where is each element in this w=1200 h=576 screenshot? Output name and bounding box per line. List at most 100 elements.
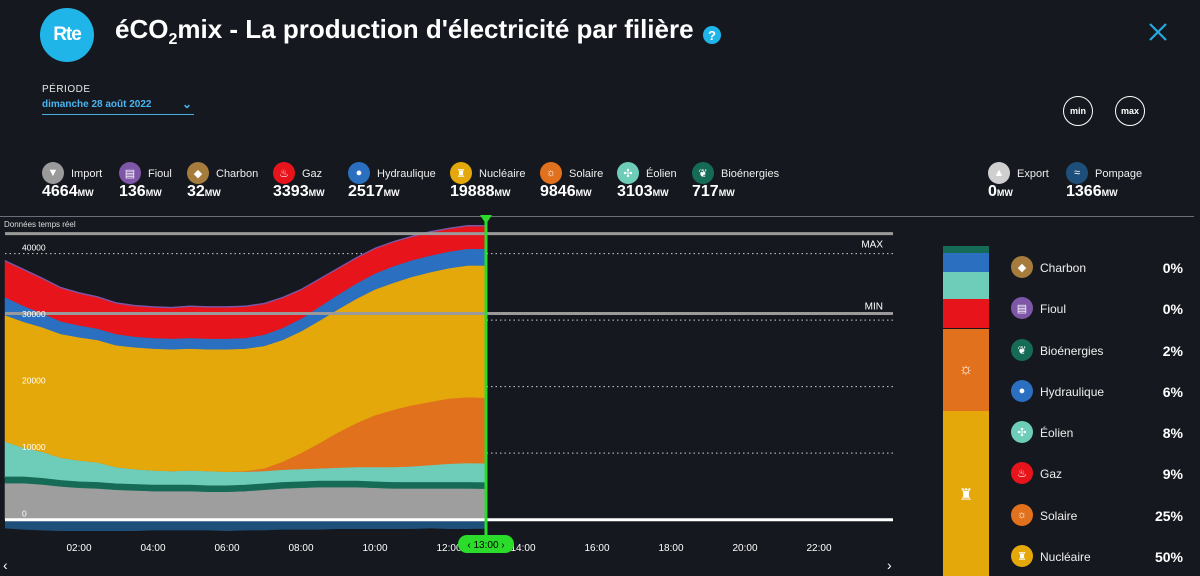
close-button[interactable]: [1144, 18, 1172, 46]
series-area: [5, 519, 486, 532]
title-part-1: éCO: [115, 14, 169, 44]
mix-bar-segment: [943, 272, 989, 299]
legend-percent: 9%: [1162, 466, 1183, 482]
x-tick-label: 20:00: [732, 543, 757, 554]
legend-percent: 50%: [1154, 549, 1183, 565]
x-tick-label: 04:00: [140, 543, 165, 554]
unit-label: MW: [145, 188, 162, 198]
source-value-number: 1366: [1066, 183, 1102, 200]
legend-percent: 2%: [1162, 343, 1183, 359]
source-value: 4664MW: [42, 183, 94, 201]
oil-barrel-icon: ▤: [119, 162, 141, 184]
time-cursor-pill[interactable]: [458, 535, 514, 553]
source-value: 0MW: [988, 183, 1013, 201]
x-tick-label: 14:00: [510, 543, 535, 554]
title-part-2: mix - La production d'électricité par fi…: [177, 14, 694, 44]
source-label: Fioul: [148, 168, 172, 180]
legend-item[interactable]: ◆ Charbon 0%: [1011, 256, 1186, 280]
source-value: 19888MW: [450, 183, 511, 201]
unit-label: MW: [1101, 188, 1118, 198]
source-value: 717MW: [692, 183, 735, 201]
source-value: 2517MW: [348, 183, 400, 201]
x-tick-label: 08:00: [288, 543, 313, 554]
source-label: Nucléaire: [479, 168, 526, 180]
production-chart[interactable]: MAX MIN 0 10000 20000 30000 40000 02:00 04:00 06:…: [0, 215, 935, 576]
period-value: dimanche 28 août 2022: [42, 99, 152, 110]
unit-label: MW: [308, 188, 325, 198]
min-label: MIN: [865, 301, 883, 312]
source-value-number: 2517: [348, 183, 384, 200]
y-tick-label: 0: [22, 509, 27, 519]
oil-barrel-icon: ▤: [1011, 297, 1033, 319]
sun-icon: ☼: [958, 360, 974, 378]
realtime-label: Données temps réel: [4, 220, 76, 229]
unit-label: MW: [204, 188, 221, 198]
scroll-right-icon[interactable]: ›: [887, 557, 892, 573]
x-tick-label: 22:00: [806, 543, 831, 554]
unit-label: MW: [494, 188, 511, 198]
legend-item[interactable]: ☼ Solaire 25%: [1011, 504, 1186, 528]
x-tick-label: 02:00: [66, 543, 91, 554]
source-value-number: 9846: [540, 183, 576, 200]
separator: [0, 216, 1194, 217]
source-label: Charbon: [216, 168, 259, 180]
mix-bar-segment: ♜: [943, 411, 989, 576]
legend-item[interactable]: ● Hydraulique 6%: [1011, 380, 1186, 404]
source-value: 3103MW: [617, 183, 669, 201]
nuclear-plant-icon: ♜: [1011, 545, 1033, 567]
legend-label: Fioul: [1040, 302, 1067, 316]
period-select[interactable]: dimanche 28 août 2022 ⌄: [42, 97, 194, 115]
source-value: 136MW: [119, 183, 162, 201]
y-tick-label: 20000: [22, 376, 46, 386]
chevron-down-icon: ⌄: [181, 97, 192, 111]
flame-icon: ♨: [1011, 462, 1033, 484]
source-value-number: 717: [692, 183, 719, 200]
legend-item[interactable]: ✣ Éolien 8%: [1011, 421, 1186, 445]
y-tick-label: 10000: [22, 442, 46, 452]
x-tick-label: 10:00: [362, 543, 387, 554]
period-label: PÉRIODE: [42, 84, 91, 95]
legend-label: Solaire: [1040, 509, 1078, 523]
mix-bar-segment: [943, 252, 989, 273]
legend-percent: 0%: [1162, 301, 1183, 317]
legend-item[interactable]: ▤ Fioul 0%: [1011, 297, 1186, 321]
scroll-left-icon[interactable]: ‹: [3, 557, 8, 573]
leaf-icon: ❦: [692, 162, 714, 184]
min-button[interactable]: min: [1063, 96, 1093, 126]
y-tick-label: 40000: [22, 243, 46, 253]
wind-turbine-icon: ✣: [617, 162, 639, 184]
nuclear-plant-icon: ♜: [958, 486, 974, 504]
flame-icon: ♨: [273, 162, 295, 184]
unit-label: MW: [718, 188, 735, 198]
max-label: MAX: [861, 240, 883, 251]
legend-percent: 25%: [1154, 508, 1183, 524]
legend-item[interactable]: ♜ Nucléaire 50%: [1011, 545, 1186, 569]
source-value-number: 3393: [273, 183, 309, 200]
water-drop-icon: ●: [1011, 380, 1033, 402]
legend-item[interactable]: ♨ Gaz 9%: [1011, 462, 1186, 486]
source-value-number: 136: [119, 183, 146, 200]
mix-bar-segment: [943, 298, 989, 329]
series-line: [5, 476, 487, 489]
source-label: Import: [71, 168, 103, 180]
max-button[interactable]: max: [1115, 96, 1145, 126]
coal-icon: ◆: [1011, 256, 1033, 278]
legend-percent: 0%: [1162, 260, 1183, 276]
source-value-number: 3103: [617, 183, 653, 200]
source-value-number: 4664: [42, 183, 78, 200]
legend-label: Charbon: [1040, 261, 1087, 275]
sun-icon: ☼: [540, 162, 562, 184]
source-label: Solaire: [569, 168, 604, 180]
sun-icon: ☼: [1011, 504, 1033, 526]
help-button[interactable]: ?: [703, 26, 721, 44]
legend-percent: 6%: [1162, 384, 1183, 400]
chevron-up-icon: ▲: [988, 162, 1010, 184]
unit-label: MW: [383, 188, 400, 198]
legend-percent: 8%: [1162, 425, 1183, 441]
mix-bar-segment: [943, 246, 989, 253]
title-subscript: 2: [168, 31, 178, 48]
unit-label: MW: [652, 188, 669, 198]
unit-label: MW: [77, 188, 94, 198]
time-cursor-label: ‹ 13:00 ›: [467, 540, 504, 551]
legend-item[interactable]: ❦ Bioénergies 2%: [1011, 339, 1186, 363]
